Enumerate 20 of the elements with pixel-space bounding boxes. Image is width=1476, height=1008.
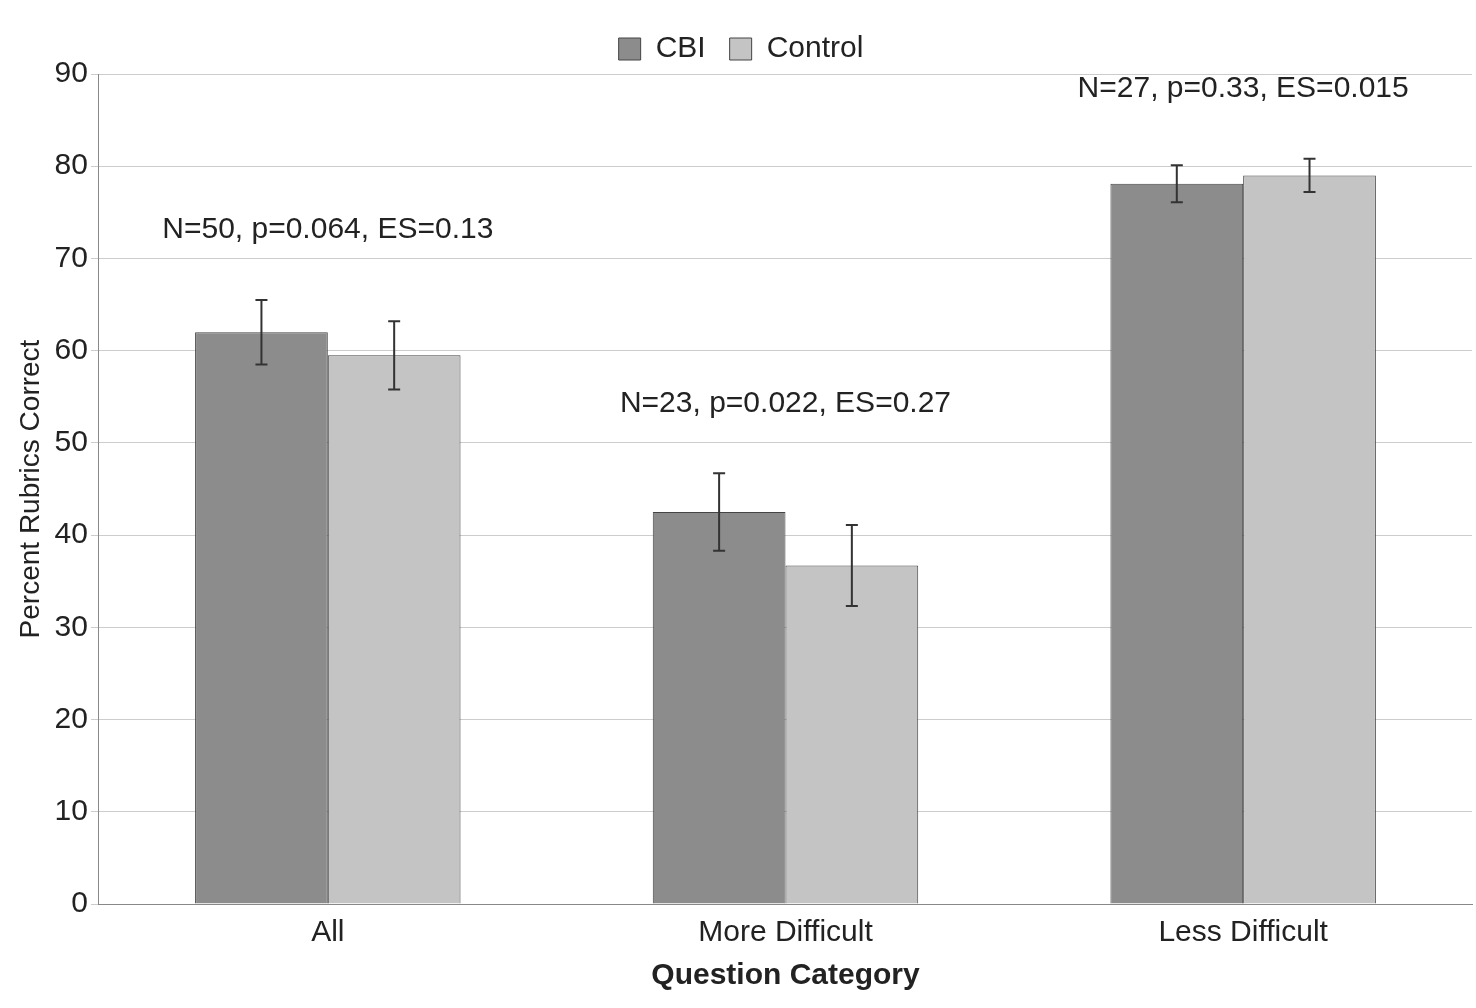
- y-tick-label: 0: [71, 885, 88, 919]
- annotation: N=23, p=0.022, ES=0.27: [619, 384, 952, 418]
- y-tick-label: 50: [54, 424, 88, 458]
- annotation: N=50, p=0.064, ES=0.13: [162, 211, 494, 245]
- y-tick-label: 60: [54, 331, 88, 365]
- legend-label: CBI: [655, 30, 706, 64]
- y-tick-label: 20: [54, 700, 88, 734]
- y-tick-label: 90: [54, 55, 88, 89]
- legend-label: Control: [766, 30, 864, 64]
- y-tick-label: 10: [54, 793, 88, 827]
- annotation: N=27, p=0.33, ES=0.015: [1077, 70, 1409, 104]
- x-axis-title: Question Category: [651, 957, 920, 991]
- y-tick-label: 70: [54, 239, 88, 273]
- y-tick-label: 40: [54, 516, 88, 550]
- y-tick-label: 80: [54, 147, 88, 181]
- x-tick-label: More Difficult: [698, 914, 874, 948]
- x-tick-label: All: [311, 914, 345, 948]
- y-tick-label: 30: [54, 608, 88, 642]
- y-axis-title: Percent Rubrics Correct: [13, 339, 45, 639]
- x-tick-label: Less Difficult: [1158, 914, 1329, 948]
